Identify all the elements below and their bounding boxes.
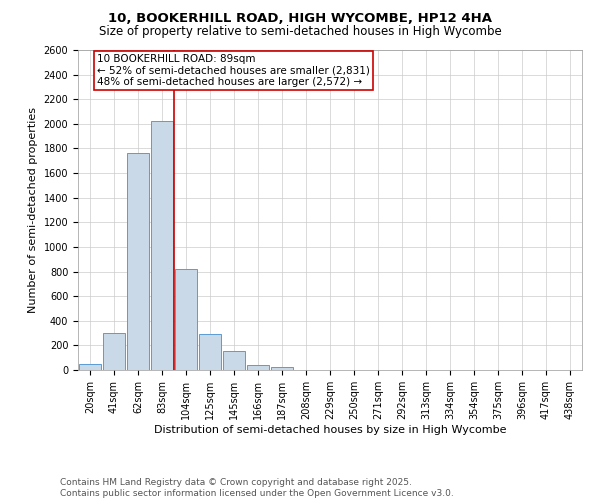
Y-axis label: Number of semi-detached properties: Number of semi-detached properties (28, 107, 38, 313)
Bar (175, 269, 197, 370)
Bar (271, 367, 293, 370)
Bar (223, 351, 245, 370)
Bar (79, 364, 101, 370)
Text: Contains HM Land Registry data © Crown copyright and database right 2025.
Contai: Contains HM Land Registry data © Crown c… (60, 478, 454, 498)
X-axis label: Distribution of semi-detached houses by size in High Wycombe: Distribution of semi-detached houses by … (154, 424, 506, 434)
Text: Size of property relative to semi-detached houses in High Wycombe: Size of property relative to semi-detach… (98, 25, 502, 38)
Bar (127, 154, 149, 370)
Bar (247, 366, 269, 370)
Text: 10, BOOKERHILL ROAD, HIGH WYCOMBE, HP12 4HA: 10, BOOKERHILL ROAD, HIGH WYCOMBE, HP12 … (108, 12, 492, 26)
Bar (151, 122, 173, 370)
Bar (103, 333, 125, 370)
Bar (199, 334, 221, 370)
Text: 10 BOOKERHILL ROAD: 89sqm
← 52% of semi-detached houses are smaller (2,831)
48% : 10 BOOKERHILL ROAD: 89sqm ← 52% of semi-… (97, 54, 370, 87)
